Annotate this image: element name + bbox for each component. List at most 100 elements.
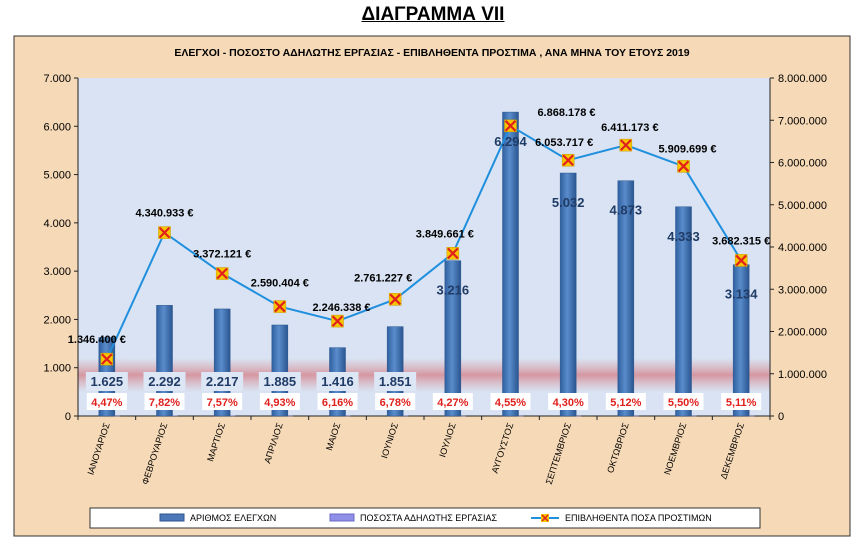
bar xyxy=(559,172,577,417)
line-marker xyxy=(388,293,402,306)
percent-label-box xyxy=(202,393,243,410)
bar-label-box xyxy=(258,372,301,391)
percent-value-label: 5,50% xyxy=(668,397,699,409)
percent-label-box xyxy=(548,393,589,410)
bar xyxy=(617,180,635,417)
bar-label-box xyxy=(374,372,417,391)
line-value-label: 4.340.933 € xyxy=(135,208,193,220)
percent-value-label: 7,57% xyxy=(207,397,238,409)
marker-cross xyxy=(447,247,459,260)
percent-value-label: 5,12% xyxy=(610,397,641,409)
y-tick-label-right: 0 xyxy=(778,411,784,423)
percent-label-box xyxy=(605,393,646,410)
y-tick-label-left: 4.000 xyxy=(43,218,71,230)
percent-value-label: 5,11% xyxy=(726,397,757,409)
bar-value-label: 2.217 xyxy=(206,374,239,389)
legend-swatch-percent xyxy=(329,513,355,522)
marker-cross xyxy=(389,293,401,306)
y-tick-label-left: 6.000 xyxy=(43,121,71,133)
bar-value-label: 1.625 xyxy=(91,374,124,389)
percent-label-box xyxy=(432,393,473,410)
legend-swatch-bar xyxy=(159,513,185,522)
y-tick-label-right: 1.000.000 xyxy=(778,369,827,381)
legend-marker-cross xyxy=(541,514,549,522)
percent-value-label: 4,93% xyxy=(264,397,295,409)
y-tick-label-left: 7.000 xyxy=(43,73,71,85)
percent-value-label: 4,55% xyxy=(495,397,526,409)
bar-label-box xyxy=(316,372,359,391)
percent-bar xyxy=(749,415,755,417)
line-marker xyxy=(100,352,114,366)
bar-label-box xyxy=(85,372,128,391)
percent-value-label: 6,16% xyxy=(322,397,353,409)
line-value-label: 6.053.717 € xyxy=(535,137,593,149)
y-tick-label-right: 4.000.000 xyxy=(778,242,827,254)
y-tick-label-left: 2.000 xyxy=(43,314,71,326)
line-value-label: 2.590.404 € xyxy=(251,278,309,290)
percent-label-box xyxy=(144,393,185,410)
bar-value-label: 1.885 xyxy=(264,374,297,389)
percent-value-label: 6,78% xyxy=(380,397,411,409)
line-value-label: 3.372.121 € xyxy=(193,249,251,261)
line-marker xyxy=(677,160,690,173)
percent-bar xyxy=(460,415,466,417)
page-title: ΔΙΑΓΡΑΜΜΑ VII xyxy=(361,4,505,25)
bar-value-label: 6.294 xyxy=(494,134,527,149)
percent-label-box xyxy=(86,393,127,410)
line-value-label: 3.682.315 € xyxy=(712,235,770,247)
bar xyxy=(444,260,462,417)
bar xyxy=(502,111,519,417)
y-tick-label-right: 7.000.000 xyxy=(778,115,827,127)
line-value-label: 2.246.338 € xyxy=(312,302,370,314)
line-value-label: 3.849.661 € xyxy=(416,228,474,240)
marker-cross xyxy=(735,254,747,267)
line-marker xyxy=(734,254,748,267)
percent-value-label: 4,30% xyxy=(553,397,584,409)
y-tick-label-right: 3.000.000 xyxy=(778,284,827,296)
bar-value-label: 2.292 xyxy=(148,374,181,389)
marker-cross xyxy=(101,353,113,365)
percent-label-box xyxy=(721,393,762,410)
bar-value-label: 3.216 xyxy=(437,283,470,298)
percent-bar xyxy=(172,415,178,417)
marker-cross xyxy=(620,139,632,151)
line-value-label: 2.761.227 € xyxy=(354,272,412,284)
bar-value-label: 4.333 xyxy=(667,229,700,244)
series-line xyxy=(105,124,743,360)
line-marker xyxy=(215,267,229,280)
legend-label: ΠΟΣΟΣΤΑ ΑΔΗΛΩΤΗΣ ΕΡΓΑΣΙΑΣ xyxy=(360,513,497,523)
bar-value-label: 4.873 xyxy=(610,203,643,218)
percent-label-box xyxy=(317,393,358,410)
line-marker xyxy=(619,138,633,152)
percent-bar xyxy=(230,415,236,417)
y-tick-label-left: 0 xyxy=(65,411,71,423)
percent-value-label: 7,82% xyxy=(149,397,180,409)
percent-bar xyxy=(287,415,293,417)
pink-band xyxy=(78,358,770,392)
y-tick-label-left: 3.000 xyxy=(43,266,71,278)
bar-label-box xyxy=(201,372,244,391)
legend-label: ΕΠΙΒΛΗΘΕΝΤΑ ΠΟΣΑ ΠΡΟΣΤΙΜΩΝ xyxy=(565,513,712,523)
percent-bar xyxy=(345,415,351,417)
line-marker xyxy=(273,300,287,313)
percent-bar xyxy=(633,415,639,417)
y-tick-label-left: 5.000 xyxy=(43,170,71,182)
percent-label-box xyxy=(259,393,300,410)
marker-cross xyxy=(562,154,574,167)
percent-value-label: 4,27% xyxy=(437,397,468,409)
y-tick-label-right: 2.000.000 xyxy=(778,327,827,339)
marker-cross xyxy=(158,226,171,239)
bar-value-label: 3.134 xyxy=(725,287,758,302)
y-tick-label-left: 1.000 xyxy=(43,363,71,375)
line-marker xyxy=(331,314,344,328)
bar-value-label: 1.416 xyxy=(321,374,354,389)
y-tick-label-right: 8.000.000 xyxy=(778,73,827,85)
line-marker xyxy=(504,119,517,133)
y-tick-label-right: 5.000.000 xyxy=(778,200,827,212)
bar-label-box xyxy=(143,372,186,391)
percent-bar xyxy=(403,415,409,417)
marker-cross xyxy=(677,160,690,173)
marker-cross xyxy=(504,120,517,132)
percent-bar xyxy=(518,415,524,417)
